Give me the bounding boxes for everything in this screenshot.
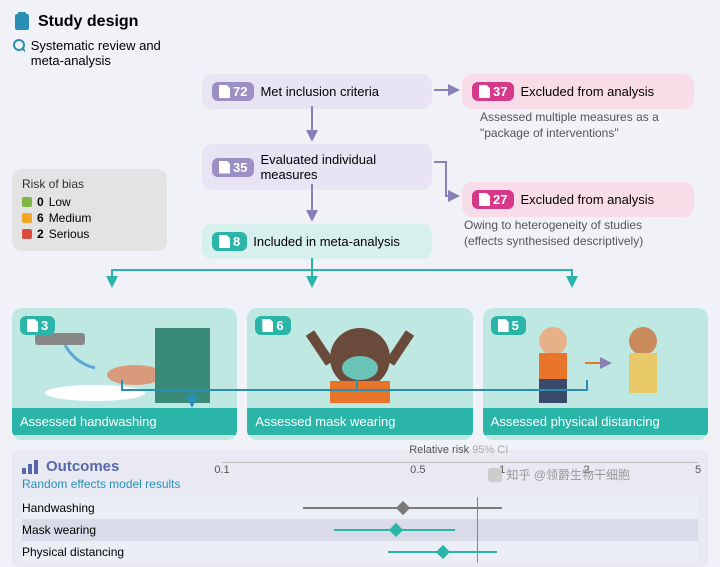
magnify-icon	[12, 38, 25, 56]
forest-row: Physical distancing	[22, 541, 698, 563]
title-text: Study design	[38, 13, 138, 31]
zhihu-icon	[488, 468, 502, 482]
study-design-title: Study design	[12, 12, 182, 32]
panel-0: 3Assessed handwashing	[12, 308, 237, 440]
intervention-panels: 3Assessed handwashing6Assessed mask wear…	[12, 308, 708, 440]
flowchart: Risk of bias 0 Low6 Medium2 Serious 72Me…	[12, 74, 708, 304]
bars-icon	[22, 460, 40, 474]
forest-row: Mask wearing	[22, 519, 698, 541]
outcomes-title: Outcomes	[22, 458, 222, 475]
forest-row: Handwashing	[22, 497, 698, 519]
subtitle-text: Systematic review and meta-analysis	[31, 38, 182, 68]
watermark: 知乎 @领爵生物干细胞	[488, 466, 630, 483]
outcomes-subtitle: Random effects model results	[22, 477, 222, 491]
panel-2: 5Assessed physical distancing	[483, 308, 708, 440]
clipboard-icon	[12, 12, 32, 32]
panel-1: 6Assessed mask wearing	[247, 308, 472, 440]
